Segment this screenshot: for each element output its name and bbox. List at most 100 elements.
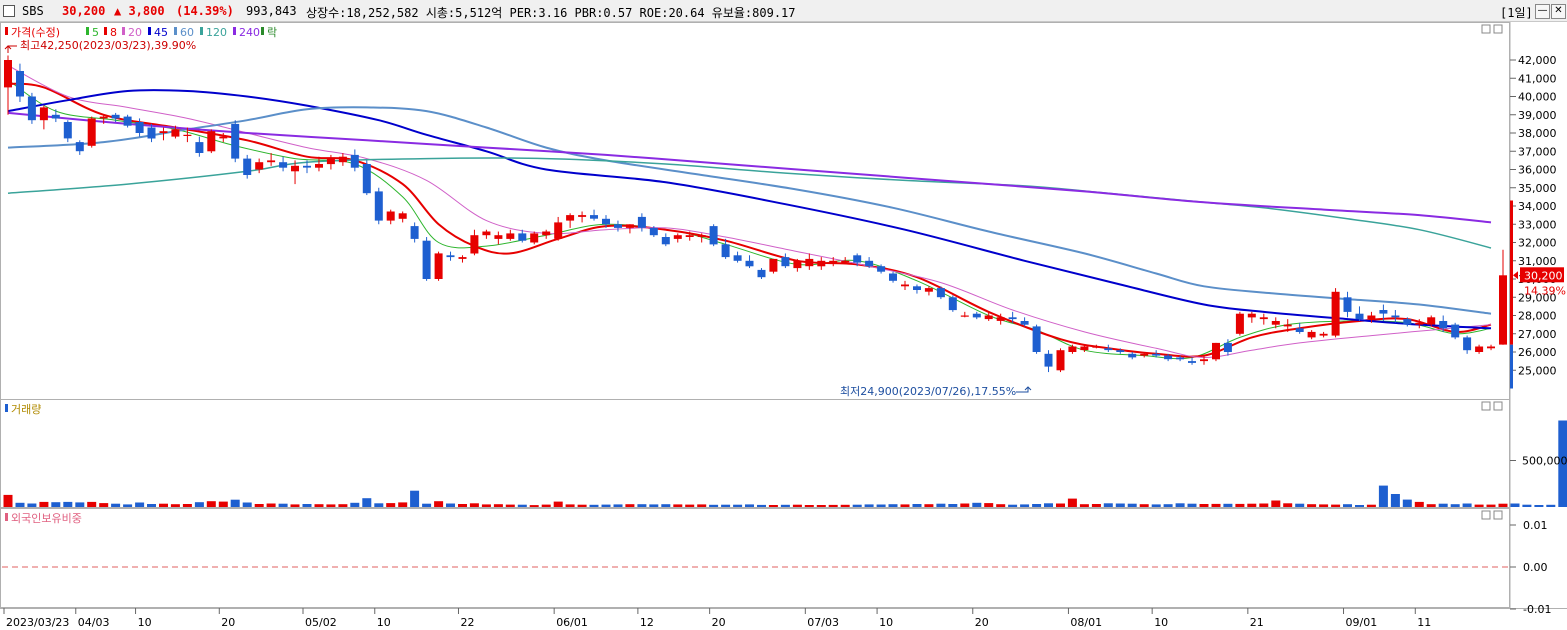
volume-bar bbox=[446, 503, 455, 507]
current-pct-label: 14.39% bbox=[1524, 284, 1566, 297]
candle-body bbox=[362, 164, 371, 194]
candle-body bbox=[1499, 275, 1507, 345]
volume-bar bbox=[1199, 504, 1209, 507]
volume-bar bbox=[1283, 503, 1293, 507]
volume-bar bbox=[637, 504, 647, 507]
volume-bar bbox=[194, 502, 204, 507]
candle-body bbox=[135, 122, 144, 133]
candle-body bbox=[769, 258, 778, 272]
price-tick-label: 41,000 bbox=[1518, 72, 1557, 85]
candle-body bbox=[1463, 337, 1472, 351]
volume-bar bbox=[314, 504, 324, 507]
volume-bar bbox=[15, 502, 25, 507]
day-range-up bbox=[1510, 200, 1513, 345]
volume-bar bbox=[912, 504, 922, 507]
volume-bars: 500,000 bbox=[3, 420, 1567, 507]
date-tick-label: 11 bbox=[1417, 616, 1431, 629]
price-tick-label: 33,000 bbox=[1518, 218, 1557, 231]
candle-body bbox=[482, 231, 491, 236]
candle-body bbox=[326, 158, 335, 165]
ma-line-5 bbox=[7, 79, 1492, 360]
ma-line-8 bbox=[7, 82, 1492, 358]
candle-body bbox=[757, 269, 766, 278]
candle-body bbox=[566, 215, 575, 221]
volume-bar bbox=[422, 503, 432, 507]
volume-bar bbox=[553, 501, 563, 507]
candle-body bbox=[279, 162, 288, 168]
date-tick-label: 20 bbox=[712, 616, 726, 629]
volume-bar bbox=[864, 504, 874, 507]
volume-bar bbox=[398, 502, 408, 507]
date-tick-label: 12 bbox=[640, 616, 654, 629]
candle-body bbox=[458, 257, 467, 259]
candle-body bbox=[709, 226, 718, 245]
volume-bar bbox=[1426, 504, 1436, 507]
candle-body bbox=[733, 255, 742, 261]
date-tick-label: 05/02 bbox=[305, 616, 337, 629]
volume-bar bbox=[27, 503, 37, 507]
candle-body bbox=[470, 235, 479, 254]
volume-bar bbox=[792, 504, 802, 507]
candle-body bbox=[1212, 342, 1220, 360]
candle-body bbox=[494, 235, 503, 239]
ma-line-45 bbox=[7, 89, 1492, 330]
candle-body bbox=[1487, 346, 1495, 349]
volume-bar bbox=[1091, 504, 1101, 507]
candle-body bbox=[111, 114, 120, 119]
candle-body bbox=[530, 233, 539, 243]
candle-body bbox=[673, 235, 682, 239]
candle-body bbox=[1044, 353, 1053, 367]
candle-body bbox=[338, 156, 347, 163]
candle-body bbox=[75, 142, 84, 152]
candle-body bbox=[1080, 346, 1089, 351]
volume-bar bbox=[1546, 504, 1556, 507]
volume-bar bbox=[505, 504, 515, 507]
low-annotation: 최저24,900(2023/07/26),17.55% bbox=[840, 385, 1016, 398]
price-tick-label: 27,000 bbox=[1518, 328, 1557, 341]
candle-body bbox=[87, 118, 96, 146]
candle-body bbox=[350, 154, 359, 168]
price-tick-label: 31,000 bbox=[1518, 255, 1557, 268]
close-icon[interactable]: ✕ bbox=[1551, 4, 1566, 19]
candle-body bbox=[697, 235, 706, 237]
date-tick-label: 07/03 bbox=[807, 616, 839, 629]
stock-name: SBS bbox=[22, 4, 44, 18]
volume-bar bbox=[876, 504, 886, 507]
candle-body bbox=[1092, 346, 1101, 348]
volume-bar bbox=[469, 503, 479, 507]
ma-line-240 bbox=[7, 111, 1492, 224]
candle-body bbox=[171, 129, 180, 137]
price-legend: 가격(수정) 5 8 20 45 60 120 240 락 bbox=[5, 26, 277, 39]
minimize-icon[interactable]: — bbox=[1535, 4, 1550, 19]
volume-bar bbox=[1366, 504, 1376, 507]
volume-bar bbox=[900, 504, 910, 507]
date-tick-label: 21 bbox=[1250, 616, 1264, 629]
volume-bar bbox=[1307, 504, 1317, 507]
volume-bar bbox=[123, 504, 133, 507]
candle-body bbox=[1008, 317, 1017, 320]
candle-body bbox=[649, 227, 658, 236]
pane-buttons[interactable] bbox=[1481, 24, 1503, 520]
candle-body bbox=[1451, 324, 1460, 338]
candle-body bbox=[1116, 350, 1125, 352]
volume-bar bbox=[948, 504, 958, 507]
candle-body bbox=[207, 131, 216, 152]
volume-bar bbox=[302, 504, 312, 507]
volume-bar bbox=[649, 504, 659, 507]
date-tick-label: 10 bbox=[138, 616, 152, 629]
period-button[interactable]: [1일] bbox=[1500, 6, 1533, 20]
candle-body bbox=[1200, 359, 1208, 362]
price-tick-label: 29,000 bbox=[1518, 291, 1557, 304]
price-tick-label: 34,000 bbox=[1518, 200, 1557, 213]
legend-ma45: 45 bbox=[154, 26, 168, 39]
candle-body bbox=[1403, 319, 1412, 325]
candle-body bbox=[781, 257, 790, 267]
volume-bar bbox=[410, 490, 420, 507]
volume-bar bbox=[709, 504, 719, 507]
select-checkbox[interactable] bbox=[3, 5, 15, 17]
candle-body bbox=[1391, 315, 1400, 318]
candle-body bbox=[793, 260, 802, 269]
high-arrow-icon bbox=[4, 45, 17, 53]
volume-bar bbox=[1462, 503, 1472, 507]
price-tick-label: 38,000 bbox=[1518, 127, 1557, 140]
